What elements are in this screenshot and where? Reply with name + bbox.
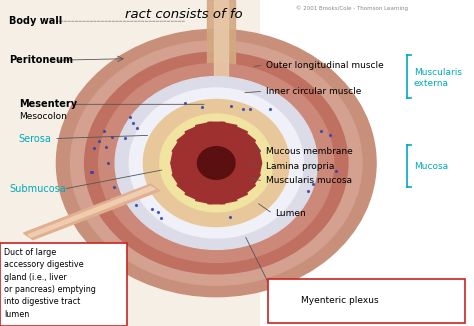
Polygon shape [226,141,260,160]
Text: Muscularis mucosa: Muscularis mucosa [265,176,352,185]
Text: gland (i.e., liver: gland (i.e., liver [4,273,66,282]
Polygon shape [188,98,256,124]
Ellipse shape [71,41,362,285]
Ellipse shape [143,99,289,227]
Polygon shape [177,169,209,194]
Text: Mucous membrane: Mucous membrane [265,147,352,156]
Ellipse shape [85,52,348,274]
Text: © 2001 Brooks/Cole - Thomson Learning: © 2001 Brooks/Cole - Thomson Learning [296,5,408,10]
Text: Outer longitudinal muscle: Outer longitudinal muscle [265,61,383,70]
Text: Mesentery: Mesentery [19,99,77,109]
Polygon shape [24,184,160,240]
Polygon shape [172,166,206,185]
Polygon shape [228,163,262,175]
Polygon shape [171,151,205,163]
Text: lumen: lumen [4,310,29,319]
Polygon shape [196,172,215,204]
Polygon shape [224,132,255,157]
Ellipse shape [198,147,235,179]
Text: accessory digestive: accessory digestive [4,260,83,269]
Text: Mucosa: Mucosa [414,162,448,171]
Text: or pancreas) emptying: or pancreas) emptying [4,285,96,294]
Polygon shape [172,141,206,160]
Text: Duct of large: Duct of large [4,248,56,257]
Polygon shape [185,170,211,200]
Polygon shape [171,163,205,175]
Polygon shape [228,151,262,163]
Bar [268,279,465,323]
Polygon shape [177,132,209,157]
Polygon shape [208,173,225,204]
Polygon shape [214,0,228,98]
Polygon shape [218,122,237,154]
Text: Peritoneum: Peritoneum [9,55,73,65]
Polygon shape [224,169,255,194]
Ellipse shape [160,114,273,212]
Bar [0,243,127,326]
Text: Serosa: Serosa [19,134,52,143]
Ellipse shape [115,77,317,249]
Text: Muscularis
externa: Muscularis externa [414,67,462,88]
Text: into digestive tract: into digestive tract [4,297,80,306]
Text: Submucosa: Submucosa [9,184,66,194]
Ellipse shape [99,64,334,262]
Text: Myenteric plexus: Myenteric plexus [301,296,378,305]
Text: Lamina propria: Lamina propria [265,162,334,171]
Polygon shape [221,126,247,156]
Ellipse shape [129,88,303,238]
Polygon shape [28,186,155,237]
Text: Lumen: Lumen [275,209,306,218]
Polygon shape [185,126,211,156]
Polygon shape [226,166,260,185]
Polygon shape [208,122,225,153]
Polygon shape [221,170,247,200]
Polygon shape [0,0,258,326]
Polygon shape [207,0,235,98]
Text: Inner circular muscle: Inner circular muscle [265,87,361,96]
Polygon shape [218,172,237,204]
Ellipse shape [56,29,376,297]
Text: Body wall: Body wall [9,16,63,26]
Text: ract consists of fo: ract consists of fo [125,8,242,21]
Text: Mesocolon: Mesocolon [19,112,67,121]
Polygon shape [196,122,215,154]
